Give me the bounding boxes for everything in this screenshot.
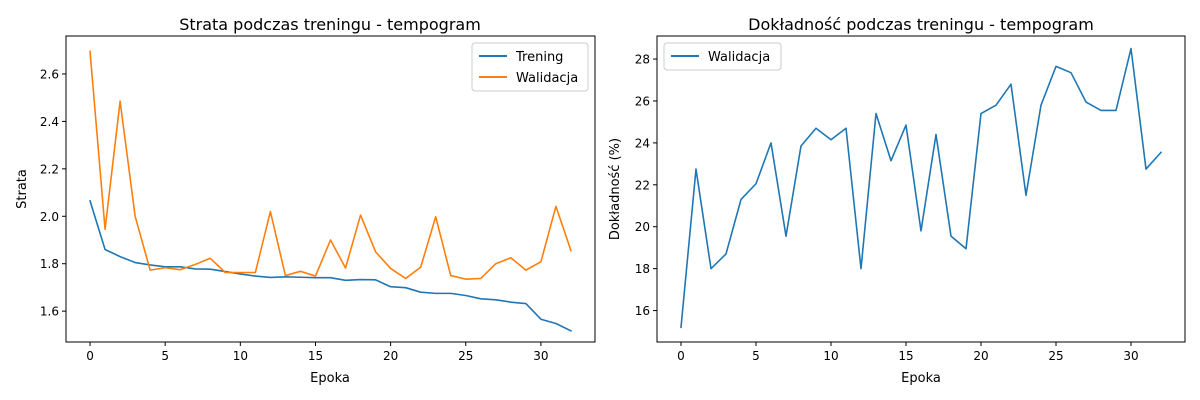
loss-x-tick-label: 5 — [161, 349, 169, 363]
loss-series-line-walidacja — [89, 50, 572, 280]
accuracy-plot-frame — [656, 35, 1186, 343]
loss-y-tick-label: 2.2 — [40, 162, 59, 176]
loss-y-tick-label: 2.0 — [40, 210, 59, 224]
accuracy-legend-label-walidacja: Walidacja — [708, 50, 770, 65]
loss-legend: Trening Walidacja — [471, 42, 589, 92]
loss-x-axis-label: Epoka — [310, 371, 350, 386]
loss-x-tick-label: 0 — [86, 349, 94, 363]
accuracy-legend-box — [663, 42, 782, 71]
accuracy-x-tick-label: 10 — [823, 349, 838, 363]
accuracy-y-tick-label: 22 — [635, 178, 650, 192]
accuracy-x-tick-label: 20 — [973, 349, 988, 363]
loss-y-axis-label: Strata — [15, 169, 30, 209]
accuracy-y-tick-label: 24 — [635, 136, 650, 150]
accuracy-lines — [680, 47, 1163, 329]
accuracy-y-tick-label: 28 — [635, 53, 650, 67]
loss-y-tick-label: 2.4 — [40, 115, 59, 129]
accuracy-series-line-walidacja — [680, 47, 1163, 329]
accuracy-y-axis-label: Dokładność (%) — [608, 138, 623, 240]
loss-x-tick-label: 30 — [533, 349, 548, 363]
loss-chart: Strata podczas treningu - tempogram 0 5 10… — [15, 15, 596, 386]
loss-y-tick-label: 1.6 — [40, 305, 59, 319]
accuracy-y-tick-label: 18 — [635, 262, 650, 276]
accuracy-x-tick-label: 15 — [898, 349, 913, 363]
accuracy-x-tick-label: 5 — [752, 349, 760, 363]
accuracy-x-axis-label: Epoka — [901, 371, 941, 386]
loss-legend-label-trening: Trening — [515, 50, 563, 65]
loss-chart-title: Strata podczas treningu - tempogram — [179, 15, 481, 34]
loss-x-tick-label: 25 — [458, 349, 473, 363]
accuracy-y-ticks: 16 18 20 22 24 26 28 — [635, 53, 657, 318]
loss-x-ticks: 0 5 10 15 20 25 30 — [86, 342, 549, 363]
loss-y-ticks: 1.6 1.8 2.0 2.2 2.4 2.6 — [40, 67, 66, 319]
accuracy-chart-title: Dokładność podczas treningu - tempogram — [748, 15, 1094, 34]
accuracy-x-tick-label: 30 — [1123, 349, 1138, 363]
accuracy-legend: Walidacja — [663, 42, 782, 71]
accuracy-x-tick-label: 25 — [1048, 349, 1063, 363]
loss-x-tick-label: 10 — [233, 349, 248, 363]
loss-y-tick-label: 2.6 — [40, 67, 59, 81]
accuracy-y-tick-label: 26 — [635, 94, 650, 108]
accuracy-y-tick-label: 16 — [635, 304, 650, 318]
loss-x-tick-label: 20 — [383, 349, 398, 363]
loss-y-tick-label: 1.8 — [40, 257, 59, 271]
accuracy-x-ticks: 0 5 10 15 20 25 30 — [677, 342, 1139, 363]
accuracy-x-tick-label: 0 — [677, 349, 685, 363]
loss-lines — [89, 50, 573, 332]
loss-legend-label-walidacja: Walidacja — [516, 71, 578, 86]
loss-series-line-trening — [89, 199, 573, 332]
accuracy-y-tick-label: 20 — [635, 220, 650, 234]
loss-x-tick-label: 15 — [308, 349, 323, 363]
accuracy-chart: Dokładność podczas treningu - tempogram … — [608, 15, 1186, 386]
